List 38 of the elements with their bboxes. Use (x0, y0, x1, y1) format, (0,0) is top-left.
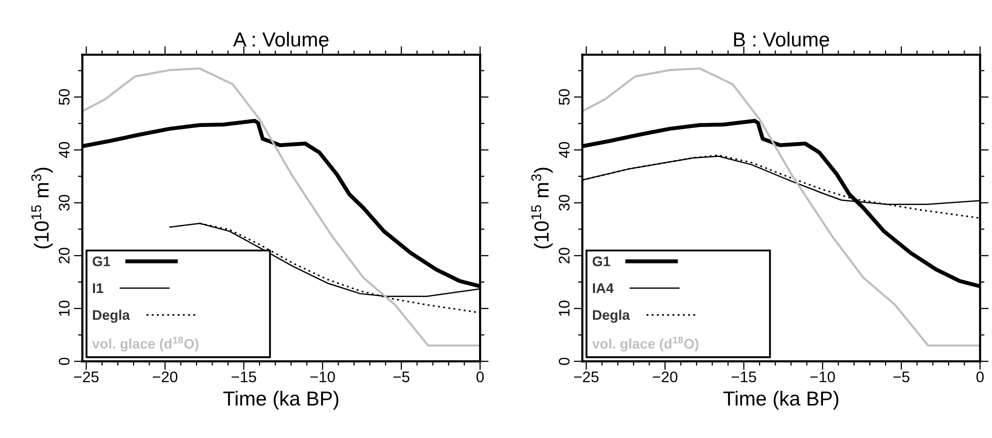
chart-title: B : Volume (734, 32, 830, 47)
y-tick-label: 20 (558, 248, 570, 264)
legend-label: Degla (92, 310, 130, 323)
y-tick-label: 50 (558, 89, 570, 105)
x-tick-label: −5 (893, 372, 910, 382)
x-tick-label: −20 (152, 371, 178, 382)
y-axis-title: (10$^{15}$ m$^{3}$) (531, 168, 553, 248)
x-tick-label: −25 (574, 371, 599, 382)
legend-label: G1 (592, 256, 610, 266)
x-tick-label: −15 (732, 372, 756, 382)
y-tick-label: 10 (558, 300, 570, 316)
y-axis-title: (10$^{15}$ m$^{3}$) (31, 168, 53, 248)
x-tick-label: 0 (976, 371, 984, 382)
y-tick-label: 0 (58, 358, 70, 365)
x-tick-label: −25 (74, 371, 99, 382)
y-tick-label: 40 (58, 142, 70, 158)
x-axis-title: Time (ka BP) (223, 390, 338, 410)
x-tick-label: −10 (310, 371, 335, 382)
y-tick-label: 50 (58, 89, 70, 105)
y-tick-label: 0 (558, 358, 570, 365)
legend-label: I1 (92, 283, 104, 293)
legend-label: IA4 (592, 283, 614, 293)
chart-title: A : Volume (233, 32, 328, 47)
text: vol. glace (d$^{18}$O) (92, 336, 198, 352)
y-tick-label: 10 (58, 300, 70, 316)
y-tick-label: 30 (558, 194, 570, 211)
x-tick-label: −20 (652, 371, 678, 382)
x-tick-label: −5 (393, 372, 410, 382)
y-tick-label: 20 (58, 248, 70, 264)
x-tick-label: 0 (476, 371, 484, 382)
x-tick-label: −15 (232, 372, 256, 382)
x-axis-title: Time (ka BP) (723, 390, 838, 410)
text: vol. glace (d$^{18}$O) (592, 336, 698, 352)
legend-label: G1 (92, 256, 110, 266)
y-tick-label: 30 (58, 194, 70, 211)
legend-label: Degla (592, 310, 630, 323)
x-tick-label: −10 (810, 371, 835, 382)
y-tick-label: 40 (558, 142, 570, 158)
